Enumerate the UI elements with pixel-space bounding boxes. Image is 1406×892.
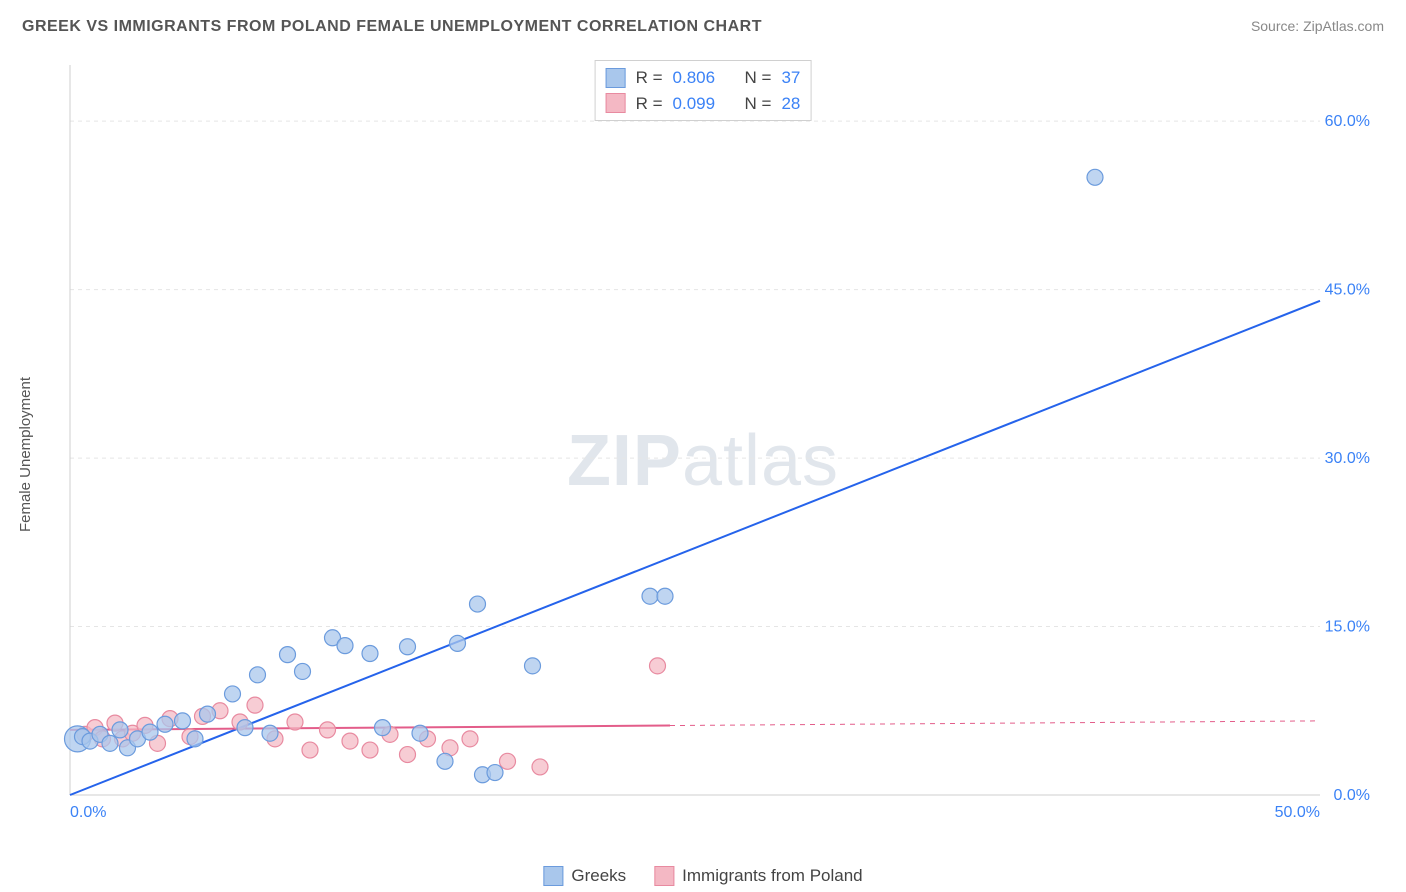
r-label: R = [636, 65, 663, 91]
legend-label-greeks: Greeks [571, 866, 626, 886]
title-bar: GREEK VS IMMIGRANTS FROM POLAND FEMALE U… [22, 18, 1384, 36]
svg-text:0.0%: 0.0% [70, 804, 106, 821]
chart-plot-area: 0.0% 15.0% 30.0% 45.0% 60.0% 0.0% 50.0% [60, 55, 1380, 835]
svg-text:15.0%: 15.0% [1325, 619, 1370, 636]
r-label: R = [636, 91, 663, 117]
y-axis-label: Female Unemployment [17, 377, 34, 532]
source-prefix: Source: [1251, 18, 1303, 34]
n-label: N = [745, 65, 772, 91]
n-value-poland: 28 [781, 91, 800, 117]
legend-swatch-poland [654, 866, 674, 886]
svg-text:45.0%: 45.0% [1325, 282, 1370, 299]
swatch-poland [606, 93, 626, 113]
legend-label-poland: Immigrants from Poland [682, 866, 862, 886]
legend-item-greeks: Greeks [543, 866, 626, 886]
legend-swatch-greeks [543, 866, 563, 886]
series-legend: Greeks Immigrants from Poland [543, 866, 862, 886]
correlation-row-greeks: R = 0.806 N = 37 [606, 65, 801, 91]
source-name: ZipAtlas.com [1303, 18, 1384, 34]
correlation-row-poland: R = 0.099 N = 28 [606, 91, 801, 117]
n-label: N = [745, 91, 772, 117]
svg-text:60.0%: 60.0% [1325, 113, 1370, 130]
svg-text:0.0%: 0.0% [1334, 787, 1370, 804]
svg-text:30.0%: 30.0% [1325, 450, 1370, 467]
r-value-greeks: 0.806 [673, 65, 716, 91]
scatter-chart-svg: 0.0% 15.0% 30.0% 45.0% 60.0% 0.0% 50.0% [60, 55, 1380, 835]
chart-title: GREEK VS IMMIGRANTS FROM POLAND FEMALE U… [22, 18, 762, 36]
legend-item-poland: Immigrants from Poland [654, 866, 862, 886]
correlation-legend-box: R = 0.806 N = 37 R = 0.099 N = 28 [595, 60, 812, 121]
swatch-greeks [606, 68, 626, 88]
svg-text:50.0%: 50.0% [1275, 804, 1320, 821]
r-value-poland: 0.099 [673, 91, 716, 117]
source-attribution: Source: ZipAtlas.com [1251, 18, 1384, 34]
n-value-greeks: 37 [781, 65, 800, 91]
